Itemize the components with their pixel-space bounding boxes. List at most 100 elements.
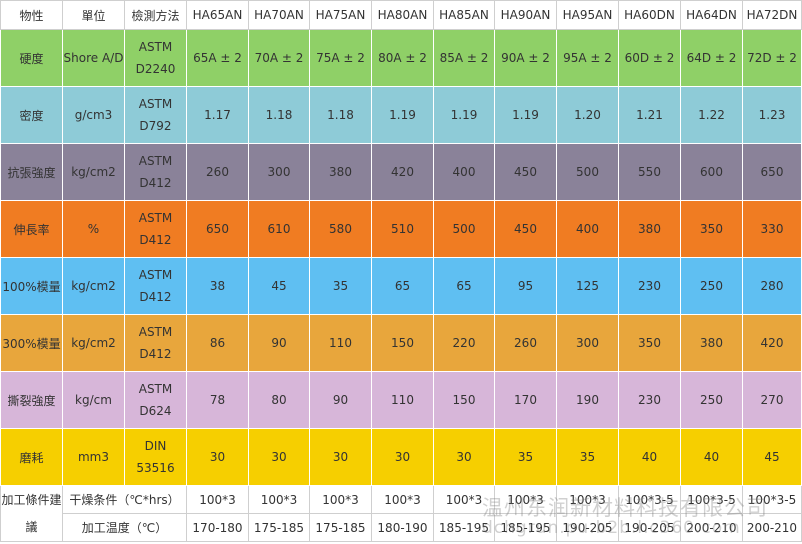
value-cell: 35 <box>556 428 619 486</box>
processing-value: 100*3-5 <box>618 485 681 514</box>
processing-value: 100*3 <box>433 485 495 514</box>
value-cell: 30 <box>186 428 249 486</box>
value-cell: 65 <box>433 257 495 315</box>
table-row: 300%模量 kg/cm2 ASTM D412 86 90 110 150 220 260 300 3… <box>0 314 802 372</box>
unit-label: kg/cm <box>62 371 125 429</box>
unit-label: g/cm3 <box>62 86 125 144</box>
value-cell: 95A ± 2 <box>556 29 619 87</box>
value-cell: 86 <box>186 314 249 372</box>
processing-row: 加工温度（℃） 170-180 175-185 175-185 180-190 185-1… <box>1 513 802 542</box>
test-method-line: 53516 <box>136 461 175 475</box>
header-grade: HA64DN <box>680 0 743 30</box>
test-method: ASTM D624 <box>124 371 187 429</box>
value-cell: 85A ± 2 <box>433 29 495 87</box>
value-cell: 45 <box>248 257 310 315</box>
table-row: 伸長率% ASTM D412 650 610 580 510 500 450 400 380 350 3… <box>0 200 802 258</box>
value-cell: 270 <box>742 371 802 429</box>
value-cell: 230 <box>618 371 681 429</box>
value-cell: 40 <box>680 428 743 486</box>
test-method-line: DIN <box>144 439 167 453</box>
value-cell: 35 <box>494 428 557 486</box>
header-grade: HA60DN <box>618 0 681 30</box>
value-cell: 350 <box>618 314 681 372</box>
test-method-line: ASTM <box>138 268 173 282</box>
test-method-line: ASTM <box>138 40 173 54</box>
value-cell: 650 <box>186 200 249 258</box>
value-cell: 190 <box>556 371 619 429</box>
value-cell: 90 <box>248 314 310 372</box>
processing-value: 170-180 <box>186 513 249 542</box>
value-cell: 110 <box>371 371 434 429</box>
header-unit: 單位 <box>62 0 125 30</box>
test-method-line: ASTM <box>138 154 173 168</box>
value-cell: 65A ± 2 <box>186 29 249 87</box>
value-cell: 90 <box>309 371 372 429</box>
value-cell: 1.19 <box>494 86 557 144</box>
value-cell: 350 <box>680 200 743 258</box>
processing-value: 200-210 <box>680 513 743 542</box>
value-cell: 380 <box>618 200 681 258</box>
unit-label: % <box>62 200 125 258</box>
value-cell: 150 <box>371 314 434 372</box>
property-label: 100%模量 <box>0 257 63 315</box>
table-row: 磨耗 mm3 DIN 53516 30 30 30 30 30 35 35 40 40 45 <box>0 428 802 486</box>
test-method: ASTM D412 <box>124 143 187 201</box>
processing-value: 100*3 <box>186 485 249 514</box>
test-method-line: D412 <box>139 176 172 190</box>
value-cell: 400 <box>433 143 495 201</box>
property-label: 300%模量 <box>0 314 63 372</box>
processing-value: 100*3 <box>309 485 372 514</box>
value-cell: 60D ± 2 <box>618 29 681 87</box>
value-cell: 1.19 <box>371 86 434 144</box>
value-cell: 420 <box>371 143 434 201</box>
value-cell: 330 <box>742 200 802 258</box>
value-cell: 450 <box>494 143 557 201</box>
processing-value: 100*3 <box>556 485 619 514</box>
value-cell: 230 <box>618 257 681 315</box>
processing-value: 190-205 <box>618 513 681 542</box>
value-cell: 1.23 <box>742 86 802 144</box>
test-method-line: D412 <box>139 347 172 361</box>
value-cell: 260 <box>494 314 557 372</box>
processing-value: 185-195 <box>494 513 557 542</box>
test-method-line: D412 <box>139 290 172 304</box>
value-cell: 1.17 <box>186 86 249 144</box>
value-cell: 1.18 <box>248 86 310 144</box>
test-method: ASTM D792 <box>124 86 187 144</box>
header-grade: HA72DN <box>742 0 802 30</box>
value-cell: 580 <box>309 200 372 258</box>
header-grade: HA80AN <box>371 0 434 30</box>
processing-value: 175-185 <box>309 513 372 542</box>
value-cell: 220 <box>433 314 495 372</box>
value-cell: 510 <box>371 200 434 258</box>
unit-label: kg/cm2 <box>62 314 125 372</box>
processing-value: 100*3 <box>248 485 310 514</box>
header-row: 物性 單位 檢測方法 HA65AN HA70AN HA75AN HA80AN H… <box>0 0 802 30</box>
unit-label: kg/cm2 <box>62 257 125 315</box>
test-method-line: ASTM <box>138 382 173 396</box>
processing-value: 200-210 <box>742 513 802 542</box>
value-cell: 250 <box>680 257 743 315</box>
property-label: 抗張強度 <box>0 143 63 201</box>
processing-value: 190-205 <box>556 513 619 542</box>
processing-value: 175-185 <box>248 513 310 542</box>
processing-label-line: 議 <box>25 519 38 534</box>
value-cell: 1.19 <box>433 86 495 144</box>
table-row: 抗張強度 kg/cm2 ASTM D412 260 300 380 420 400 450 500 5… <box>0 143 802 201</box>
value-cell: 500 <box>556 143 619 201</box>
value-cell: 600 <box>680 143 743 201</box>
value-cell: 65 <box>371 257 434 315</box>
value-cell: 1.21 <box>618 86 681 144</box>
value-cell: 35 <box>309 257 372 315</box>
value-cell: 30 <box>371 428 434 486</box>
value-cell: 45 <box>742 428 802 486</box>
property-label: 伸長率 <box>0 200 63 258</box>
value-cell: 1.20 <box>556 86 619 144</box>
processing-value: 180-190 <box>371 513 434 542</box>
value-cell: 40 <box>618 428 681 486</box>
test-method-line: D792 <box>139 119 172 133</box>
test-method-line: D624 <box>139 404 172 418</box>
test-method-line: ASTM <box>138 211 173 225</box>
unit-label: kg/cm2 <box>62 143 125 201</box>
